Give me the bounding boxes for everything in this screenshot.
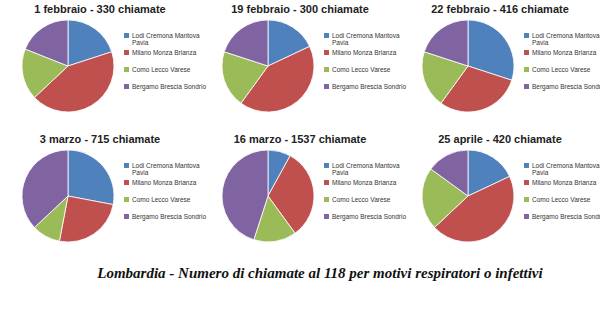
legend-swatch [124,50,129,55]
legend-swatch [324,84,329,89]
legend: Lodi Cremona MantovaPavia Milano Monza Br… [324,32,406,91]
pie-panel: 1 febbraio - 330 chiamate Lodi Cremona Ma… [22,3,206,112]
legend-swatch [524,33,529,38]
pie-slice [431,150,468,196]
chart-title: 25 aprile - 420 chiamate [438,133,562,145]
legend-label: Como Lecco Varese [132,196,191,203]
chart-title: 1 febbraio - 330 chiamate [34,3,165,15]
legend-swatch [124,197,129,202]
legend: Lodi Cremona MantovaPavia Milano Monza Br… [524,32,600,91]
legend-swatch [124,180,129,185]
legend-swatch [324,163,329,168]
legend-label: Milano Monza Brianza [332,49,397,56]
caption: Lombardia - Numero di chiamate al 118 pe… [96,265,543,281]
figure: 1 febbraio - 330 chiamate Lodi Cremona Ma… [0,0,600,322]
legend-swatch [324,197,329,202]
legend-label: Lodi Cremona MantovaPavia [532,162,600,176]
legend-label: Milano Monza Brianza [332,179,397,186]
pie-slice [25,20,68,66]
legend-label: Lodi Cremona MantovaPavia [132,32,200,46]
legend-swatch [524,214,529,219]
legend-swatch [524,50,529,55]
pie-panel: 25 aprile - 420 chiamate Lodi Cremona Man… [422,133,600,242]
legend-label: Bergamo Brescia Sondrio [532,213,600,221]
pie-slice [222,150,268,240]
legend-label: Bergamo Brescia Sondrio [132,213,206,221]
legend-swatch [524,67,529,72]
pie-panel: 16 marzo - 1537 chiamate Lodi Cremona Man… [222,133,406,242]
legend-label: Como Lecco Varese [332,196,391,203]
legend-label: Lodi Cremona MantovaPavia [332,32,400,46]
legend-swatch [524,180,529,185]
legend: Lodi Cremona MantovaPavia Milano Monza Br… [124,32,206,91]
legend: Lodi Cremona MantovaPavia Milano Monza Br… [524,162,600,221]
pie-slice [59,196,113,242]
legend-label: Milano Monza Brianza [532,179,597,186]
chart-title: 22 febbraio - 416 chiamate [431,3,569,15]
chart-title: 3 marzo - 715 chiamate [40,133,160,145]
legend-swatch [124,214,129,219]
legend-swatch [324,67,329,72]
pie-slice [22,150,68,227]
chart-title: 19 febbraio - 300 chiamate [231,3,369,15]
legend-swatch [124,163,129,168]
pie [422,20,514,112]
legend-label: Milano Monza Brianza [132,179,197,186]
legend-swatch [324,180,329,185]
legend-label: Como Lecco Varese [132,66,191,73]
legend-swatch [324,214,329,219]
pie [222,150,314,242]
legend-label: Como Lecco Varese [532,196,591,203]
pie-slice [224,20,268,66]
legend-swatch [124,84,129,89]
legend-label: Milano Monza Brianza [532,49,597,56]
legend: Lodi Cremona MantovaPavia Milano Monza Br… [324,162,406,221]
pie [22,150,114,242]
legend-label: Milano Monza Brianza [132,49,197,56]
pie [422,150,514,242]
legend-swatch [524,84,529,89]
legend-label: Bergamo Brescia Sondrio [532,83,600,91]
pie-slice [68,150,114,205]
legend-label: Como Lecco Varese [332,66,391,73]
pie [22,20,114,112]
legend-label: Lodi Cremona MantovaPavia [132,162,200,176]
legend-swatch [524,163,529,168]
legend: Lodi Cremona MantovaPavia Milano Monza Br… [124,162,206,221]
pie-panel: 19 febbraio - 300 chiamate Lodi Cremona M… [222,3,406,112]
pie-slice [424,20,468,66]
pie-panel: 22 febbraio - 416 chiamate Lodi Cremona M… [422,3,600,112]
legend-label: Bergamo Brescia Sondrio [132,83,206,91]
legend-swatch [324,50,329,55]
pie-panel: 3 marzo - 715 chiamate Lodi Cremona Manto… [22,133,206,242]
legend-label: Lodi Cremona MantovaPavia [532,32,600,46]
legend-label: Como Lecco Varese [532,66,591,73]
chart-title: 16 marzo - 1537 chiamate [234,133,367,145]
legend-label: Bergamo Brescia Sondrio [332,83,406,91]
legend-swatch [524,197,529,202]
legend-swatch [124,67,129,72]
legend-label: Lodi Cremona MantovaPavia [332,162,400,176]
legend-swatch [124,33,129,38]
legend-swatch [324,33,329,38]
legend-label: Bergamo Brescia Sondrio [332,213,406,221]
pie [222,20,314,112]
